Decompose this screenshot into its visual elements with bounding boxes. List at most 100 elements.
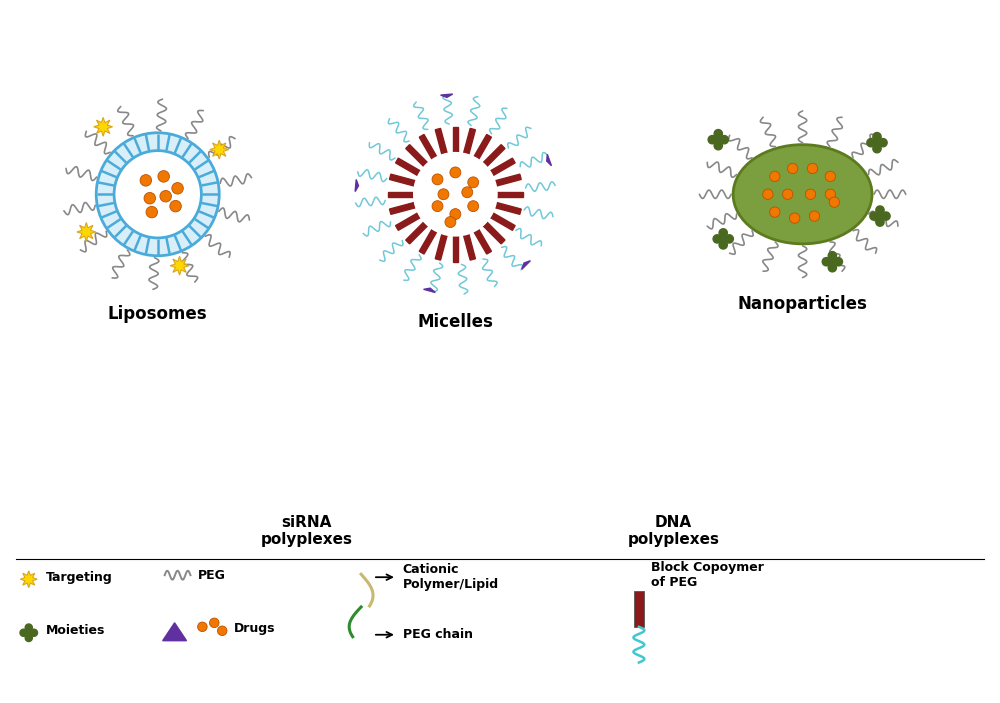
Circle shape [25, 634, 32, 642]
Circle shape [805, 189, 816, 200]
Polygon shape [453, 234, 458, 262]
Circle shape [829, 197, 839, 207]
Circle shape [763, 189, 773, 200]
Polygon shape [424, 288, 435, 292]
Circle shape [809, 211, 820, 221]
Polygon shape [481, 145, 505, 168]
Circle shape [830, 259, 835, 264]
Polygon shape [389, 202, 418, 214]
Polygon shape [488, 158, 515, 176]
Polygon shape [435, 129, 448, 157]
Polygon shape [435, 232, 448, 260]
Circle shape [873, 132, 881, 141]
Circle shape [714, 141, 722, 150]
Polygon shape [170, 257, 189, 275]
Circle shape [834, 257, 843, 266]
Polygon shape [210, 140, 229, 159]
Circle shape [873, 145, 881, 153]
Polygon shape [495, 191, 523, 197]
Polygon shape [389, 174, 418, 186]
Text: PEG chain: PEG chain [403, 628, 473, 641]
Circle shape [714, 129, 722, 138]
Circle shape [807, 163, 818, 174]
Polygon shape [473, 227, 491, 254]
Polygon shape [453, 127, 458, 155]
Text: Nanoparticles: Nanoparticles [738, 295, 868, 314]
Circle shape [867, 138, 875, 147]
Circle shape [876, 218, 884, 226]
Circle shape [210, 618, 219, 628]
Text: DNA
polyplexes: DNA polyplexes [628, 515, 720, 547]
Text: Drugs: Drugs [234, 622, 276, 636]
Circle shape [822, 257, 830, 266]
Circle shape [146, 207, 158, 218]
Text: Targeting: Targeting [46, 571, 112, 583]
Polygon shape [463, 232, 475, 260]
Polygon shape [419, 227, 438, 254]
Circle shape [158, 171, 169, 182]
Circle shape [414, 153, 497, 236]
Circle shape [828, 252, 836, 260]
Polygon shape [488, 212, 515, 231]
Circle shape [882, 212, 890, 220]
Text: PEG: PEG [197, 569, 225, 581]
Text: Moieties: Moieties [46, 624, 105, 638]
Circle shape [720, 136, 728, 144]
Circle shape [445, 217, 456, 228]
Circle shape [719, 228, 727, 237]
Circle shape [25, 624, 32, 631]
Circle shape [720, 236, 726, 242]
Ellipse shape [733, 145, 872, 244]
Polygon shape [77, 223, 96, 241]
Circle shape [462, 187, 473, 198]
Circle shape [876, 206, 884, 214]
Circle shape [716, 137, 721, 143]
Circle shape [172, 183, 183, 194]
Circle shape [432, 174, 443, 185]
Polygon shape [388, 191, 416, 197]
Polygon shape [441, 94, 453, 98]
Circle shape [30, 629, 38, 636]
Circle shape [432, 200, 443, 212]
Circle shape [879, 138, 887, 147]
Polygon shape [94, 117, 113, 136]
Polygon shape [355, 179, 359, 192]
Circle shape [217, 626, 227, 636]
Circle shape [788, 163, 798, 174]
Polygon shape [547, 155, 551, 166]
Circle shape [140, 174, 152, 186]
Circle shape [96, 133, 219, 256]
Circle shape [160, 191, 171, 202]
Circle shape [468, 177, 479, 188]
Circle shape [770, 207, 780, 217]
Circle shape [20, 629, 27, 636]
Circle shape [114, 150, 201, 238]
Circle shape [468, 200, 479, 212]
Circle shape [450, 167, 461, 178]
Polygon shape [406, 220, 429, 244]
FancyBboxPatch shape [634, 591, 644, 627]
Polygon shape [463, 129, 475, 157]
Polygon shape [396, 212, 422, 231]
Circle shape [783, 189, 793, 200]
Circle shape [144, 193, 156, 204]
Text: Liposomes: Liposomes [108, 305, 208, 323]
Circle shape [770, 172, 780, 181]
Circle shape [438, 189, 449, 200]
Circle shape [725, 235, 733, 243]
Polygon shape [481, 220, 505, 244]
Text: Micelles: Micelles [417, 314, 493, 331]
Polygon shape [406, 145, 429, 168]
Circle shape [825, 172, 836, 181]
Polygon shape [163, 623, 186, 640]
Circle shape [870, 212, 878, 220]
Polygon shape [493, 174, 521, 186]
Circle shape [414, 153, 497, 236]
Circle shape [26, 631, 31, 635]
Circle shape [874, 140, 880, 146]
Circle shape [450, 209, 461, 219]
Circle shape [825, 189, 836, 200]
Circle shape [719, 240, 727, 249]
Circle shape [198, 622, 207, 631]
Circle shape [708, 136, 716, 144]
